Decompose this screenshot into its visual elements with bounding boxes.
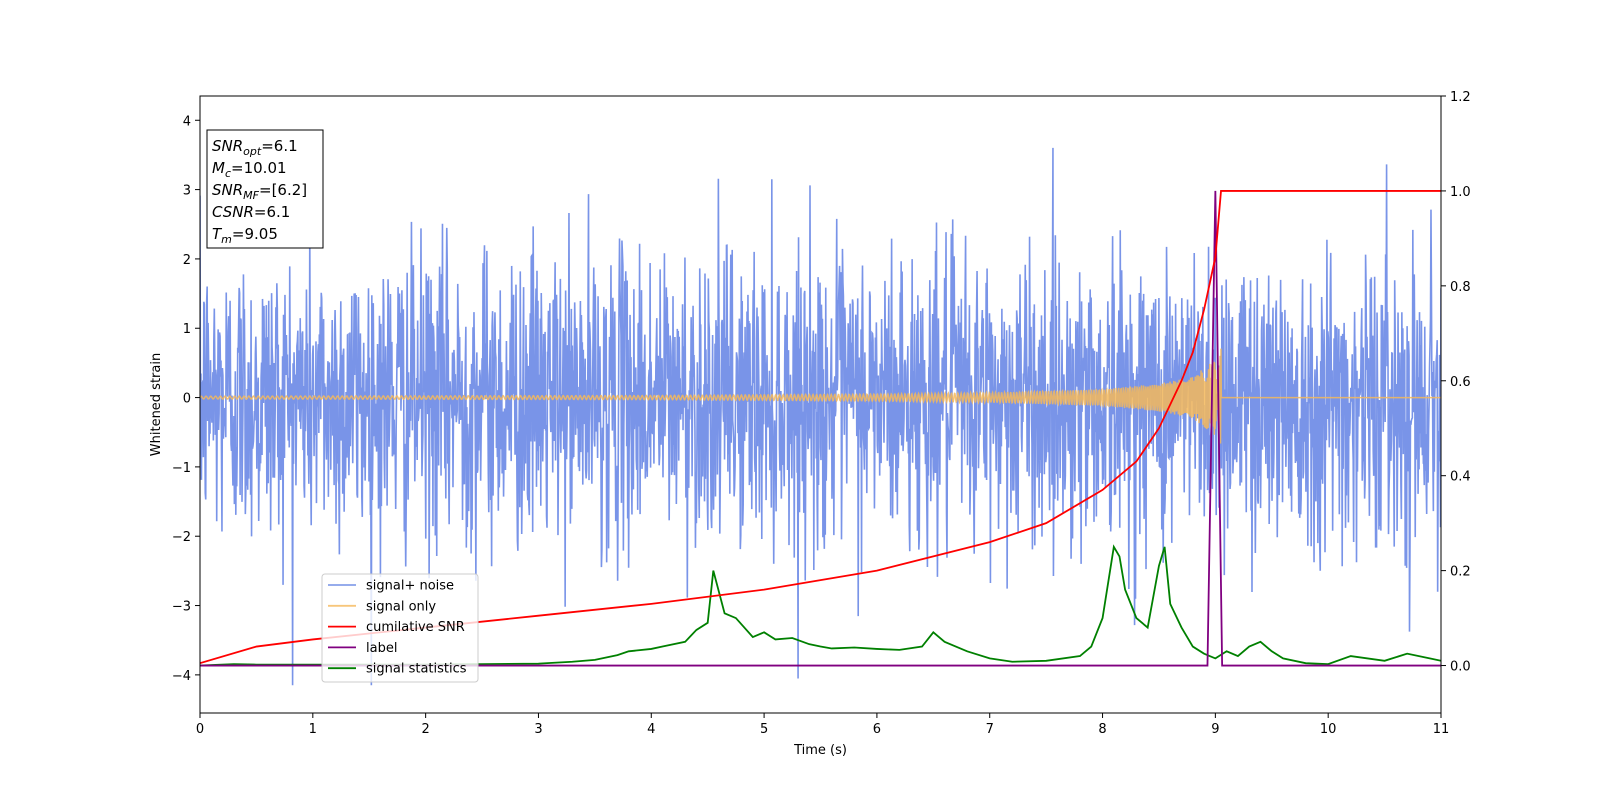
y-left-tick-label: −3 [172,600,191,615]
series-label-line [200,190,1441,667]
x-tick-label: 6 [873,722,881,737]
y-left-tick-label: 1 [183,322,191,337]
y-left-tick-label: −2 [172,530,191,545]
x-tick-label: 9 [1211,722,1219,737]
y-left-tick-label: 2 [183,253,191,268]
y-right-tick-label: 0.8 [1450,280,1471,295]
x-tick-label: 3 [534,722,542,737]
info-box-line: SNRopt=6.1 [212,137,298,158]
y-right-tick-label: 0.4 [1450,470,1471,485]
info-box-frame [206,129,324,249]
series-signal-plus-noise-line [200,147,1441,686]
x-tick-label: 10 [1320,722,1337,737]
series-signal-statistics-line [200,544,1441,667]
y-right-tick-label: 0.0 [1450,660,1471,675]
legend-label: signal only [366,599,436,614]
info-box-line: SNRMF=[6.2] [212,181,307,202]
info-box-line: CSNR=6.1 [212,203,290,221]
x-tick-label: 2 [421,722,429,737]
y-left-tick-label: −4 [172,669,191,684]
legend: signal+ noise signal only cumilative SNR la… [321,573,479,683]
y-right-tick-label: 0.6 [1450,375,1471,390]
y-right-tick-label: 1.0 [1450,185,1471,200]
y-right-tick-label: 1.2 [1450,90,1471,105]
y-left-tick-label: −1 [172,461,191,476]
legend-label: signal+ noise [366,579,454,594]
x-tick-label: 0 [196,722,204,737]
y-left-tick-label: 3 [183,184,191,199]
y-axis-label-left: Whitened strain [149,353,164,456]
y-left-tick-label: 0 [183,392,191,407]
x-tick-label: 5 [760,722,768,737]
series-signal-only-line [200,348,1441,444]
plot-frame [199,95,1442,714]
x-tick-label: 4 [647,722,655,737]
legend-label: cumilative SNR [366,620,465,635]
legend-label: label [366,641,397,656]
x-tick-label: 1 [309,722,317,737]
y-right-tick-label: 0.2 [1450,565,1471,580]
x-axis-label: Time (s) [793,743,847,758]
legend-label: signal statistics [366,662,467,677]
info-box-line: Mc=10.01 [212,159,287,180]
x-tick-label: 11 [1433,722,1450,737]
y-left-tick-label: 4 [183,114,191,129]
legend-frame [321,573,479,683]
x-tick-label: 8 [1098,722,1106,737]
x-tick-label: 7 [986,722,994,737]
axes-layer: 0 1 2 3 4 5 6 7 8 9 10 11 −4 −3 −2 −1 0 1 2 3 4 0.0 0.2 0.4 0.6 0… [172,90,1471,737]
info-box-line: Tm=9.05 [212,225,278,246]
